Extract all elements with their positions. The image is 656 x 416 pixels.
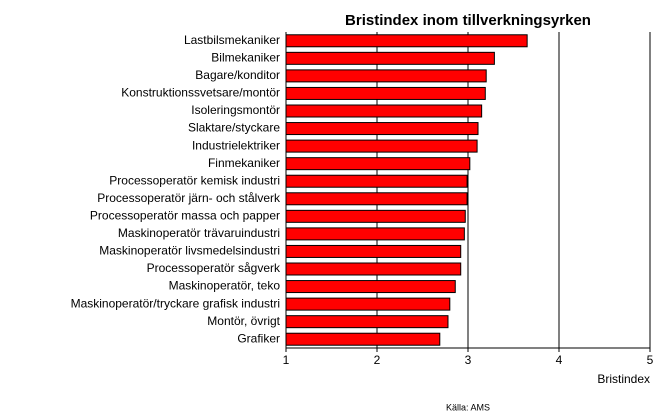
x-tick-label: 4 — [556, 353, 563, 367]
y-tick-label: Finmekaniker — [208, 156, 280, 170]
y-tick-label: Processoperatör järn- och stålverk — [97, 191, 281, 205]
bar — [285, 280, 456, 294]
x-tick-label: 5 — [647, 353, 654, 367]
bar — [285, 122, 479, 136]
y-tick-label: Isoleringsmontör — [191, 103, 280, 117]
y-tick-label: Bagare/konditor — [195, 68, 280, 82]
bar — [285, 69, 487, 83]
bar — [285, 34, 528, 48]
bar — [285, 244, 462, 258]
bar — [285, 227, 465, 241]
bar — [285, 51, 495, 65]
y-tick-label: Industrielektriker — [192, 138, 280, 152]
y-tick-label: Montör, övrigt — [207, 314, 280, 328]
y-tick-label: Lastbilsmekaniker — [184, 33, 280, 47]
y-tick-label: Processoperatör kemisk industri — [109, 173, 280, 187]
y-tick-label: Processoperatör sågverk — [147, 261, 281, 275]
x-tick-label: 3 — [465, 353, 472, 367]
bar — [285, 86, 486, 100]
y-tick-label: Maskinoperatör, teko — [169, 279, 281, 293]
bar — [285, 174, 468, 188]
x-axis-label: Bristindex — [597, 372, 650, 386]
bar — [285, 297, 451, 311]
bar — [285, 262, 462, 276]
bar — [285, 192, 468, 206]
source-note: Källa: AMS — [446, 402, 490, 412]
y-tick-label: Konstruktionssvetsare/montör — [121, 86, 280, 100]
x-tick-label: 2 — [374, 353, 381, 367]
y-tick-label: Bilmekaniker — [211, 51, 280, 65]
bar — [285, 315, 449, 329]
y-tick-label: Grafiker — [237, 331, 280, 345]
chart-title: Bristindex inom tillverkningsyrken — [345, 12, 591, 29]
bar — [285, 157, 471, 171]
y-tick-label: Processoperatör massa och papper — [90, 209, 280, 223]
y-tick-label: Maskinoperatör livsmedelsindustri — [99, 244, 280, 258]
bar — [285, 139, 478, 153]
y-tick-label: Maskinoperatör/tryckare grafisk industri — [71, 296, 280, 310]
bar — [285, 332, 441, 346]
y-tick-label: Slaktare/styckare — [188, 121, 280, 135]
bar — [285, 104, 483, 118]
y-tick-label: Maskinoperatör trävaruindustri — [118, 226, 280, 240]
x-tick-label: 1 — [283, 353, 290, 367]
bar — [285, 209, 466, 223]
